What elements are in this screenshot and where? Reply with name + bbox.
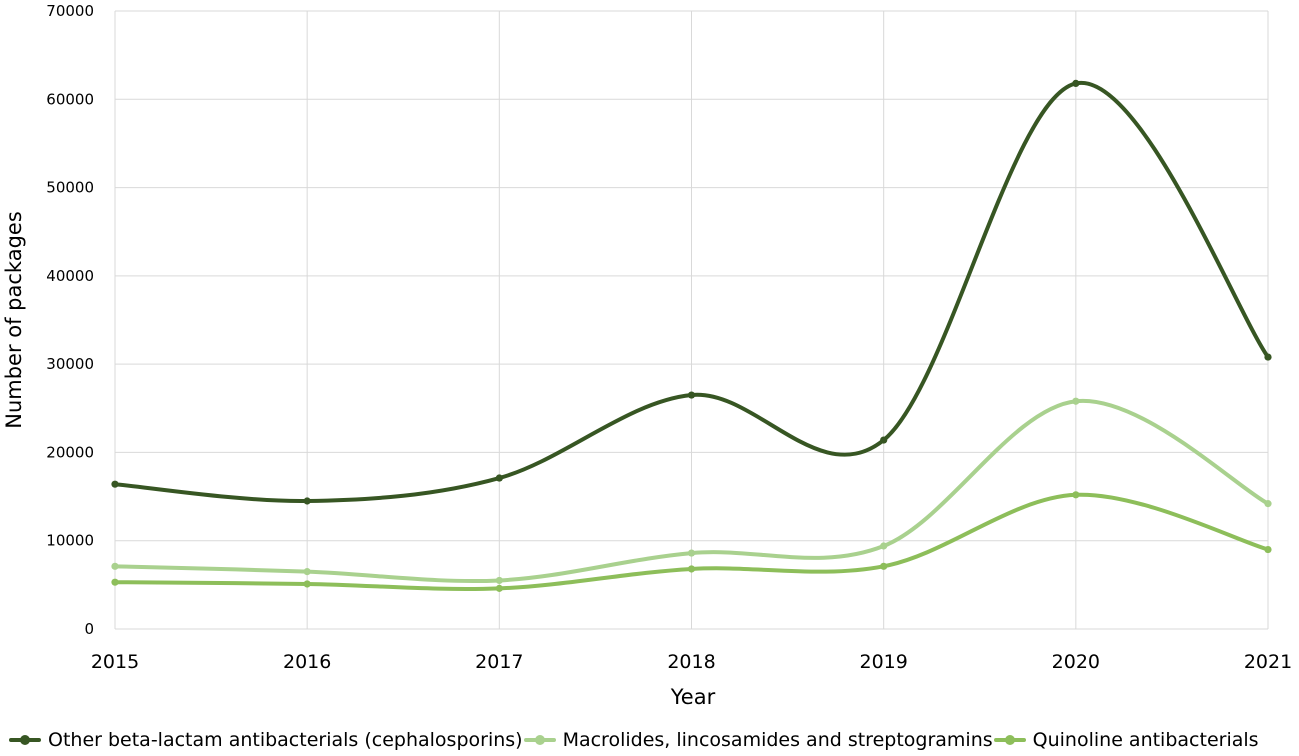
y-tick-label: 10000 xyxy=(46,532,94,550)
x-tick-label: 2020 xyxy=(1052,651,1100,673)
legend-item: Quinoline antibacterials xyxy=(993,729,1259,751)
legend-marker xyxy=(8,733,42,747)
y-tick-label: 20000 xyxy=(46,443,94,461)
data-point xyxy=(687,549,696,557)
x-axis-title: Year xyxy=(670,685,716,709)
y-tick-label: 60000 xyxy=(46,90,94,108)
data-point xyxy=(880,562,888,570)
x-tick-label: 2021 xyxy=(1244,651,1292,673)
legend-label: Quinoline antibacterials xyxy=(1032,729,1259,751)
legend: Other beta-lactam antibacterials (cephal… xyxy=(8,726,1259,754)
line-chart: 0 10000 20000 30000 40000 50000 60000 70000 201… xyxy=(2,2,1292,709)
x-tick-label: 2019 xyxy=(859,651,907,673)
x-tick-label: 2015 xyxy=(91,651,139,673)
series-2 xyxy=(111,491,1272,592)
data-point xyxy=(687,391,696,399)
data-point xyxy=(303,568,311,576)
legend-label: Macrolides, lincosamides and streptogram… xyxy=(562,729,993,751)
data-point xyxy=(495,584,503,592)
legend-item: Macrolides, lincosamides and streptogram… xyxy=(523,729,993,751)
data-point xyxy=(687,565,696,573)
series-1 xyxy=(111,397,1272,585)
data-point xyxy=(880,542,888,550)
y-tick-label: 0 xyxy=(84,620,94,638)
y-tick-label: 70000 xyxy=(46,2,94,20)
data-point xyxy=(1072,397,1080,405)
legend-label: Other beta-lactam antibacterials (cephal… xyxy=(48,729,523,751)
x-tick-label: 2018 xyxy=(667,651,715,673)
data-point xyxy=(1072,79,1080,87)
y-axis-ticks: 0 10000 20000 30000 40000 50000 60000 70000 xyxy=(46,2,94,638)
y-tick-label: 30000 xyxy=(46,355,94,373)
data-point xyxy=(495,474,503,482)
data-point xyxy=(880,436,888,444)
series-0 xyxy=(111,79,1272,505)
data-point xyxy=(1072,491,1080,499)
data-point xyxy=(1264,545,1272,554)
y-tick-label: 40000 xyxy=(46,267,94,285)
legend-item: Other beta-lactam antibacterials (cephal… xyxy=(8,729,523,751)
data-point xyxy=(111,578,119,586)
x-axis-ticks: 2015 2016 2017 2018 2019 2020 2021 xyxy=(91,651,1292,673)
legend-marker xyxy=(523,733,557,747)
legend-marker xyxy=(993,733,1027,747)
gridlines xyxy=(114,10,1269,630)
data-point xyxy=(303,580,311,588)
data-point xyxy=(1264,353,1272,361)
series-line xyxy=(113,81,1270,503)
series-lines xyxy=(111,79,1272,592)
x-tick-label: 2016 xyxy=(283,651,331,673)
data-point xyxy=(111,562,119,570)
y-axis-title: Number of packages xyxy=(2,211,26,429)
data-point xyxy=(111,480,119,488)
data-point xyxy=(303,497,311,505)
x-tick-label: 2017 xyxy=(475,651,523,673)
data-point xyxy=(495,576,503,585)
y-tick-label: 50000 xyxy=(46,179,94,197)
data-point xyxy=(1264,500,1272,508)
